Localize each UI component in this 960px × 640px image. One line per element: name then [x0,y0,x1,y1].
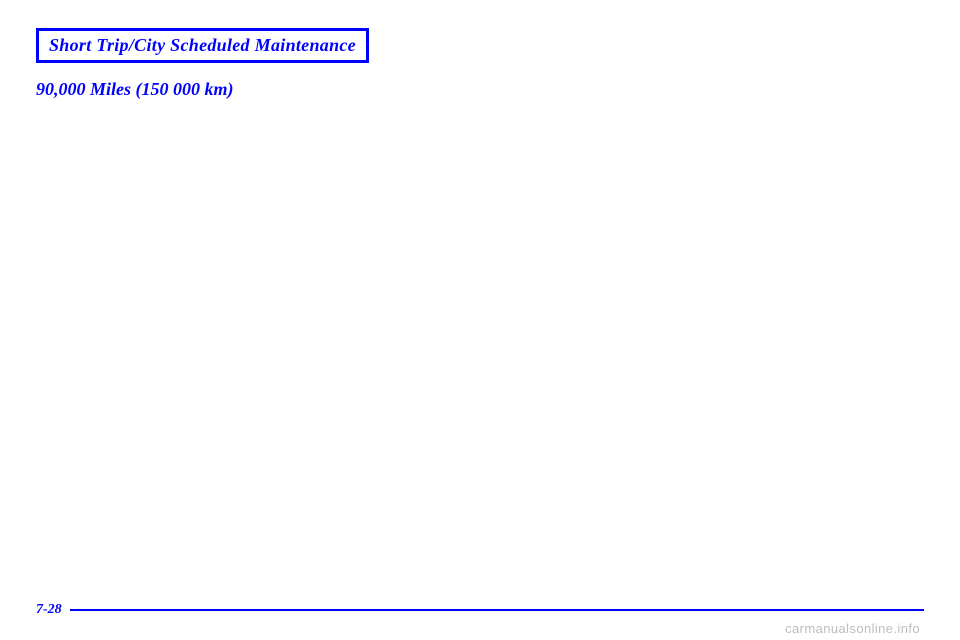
watermark-text: carmanualsonline.info [785,621,920,636]
mileage-heading: 90,000 Miles (150 000 km) [36,79,924,100]
page-number: 7-28 [36,602,62,618]
header-title: Short Trip/City Scheduled Maintenance [49,35,356,56]
footer-rule [70,609,924,611]
header-box: Short Trip/City Scheduled Maintenance [36,28,369,63]
page-footer: 7-28 [36,602,924,618]
manual-page: Short Trip/City Scheduled Maintenance 90… [0,0,960,640]
